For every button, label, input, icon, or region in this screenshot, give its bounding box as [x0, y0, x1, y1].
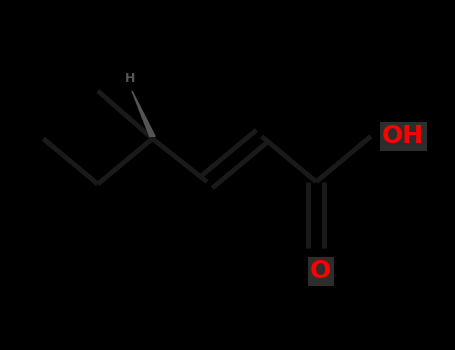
Text: O: O: [310, 259, 331, 283]
Text: H: H: [125, 72, 135, 85]
Text: OH: OH: [382, 124, 425, 148]
Polygon shape: [132, 91, 155, 136]
